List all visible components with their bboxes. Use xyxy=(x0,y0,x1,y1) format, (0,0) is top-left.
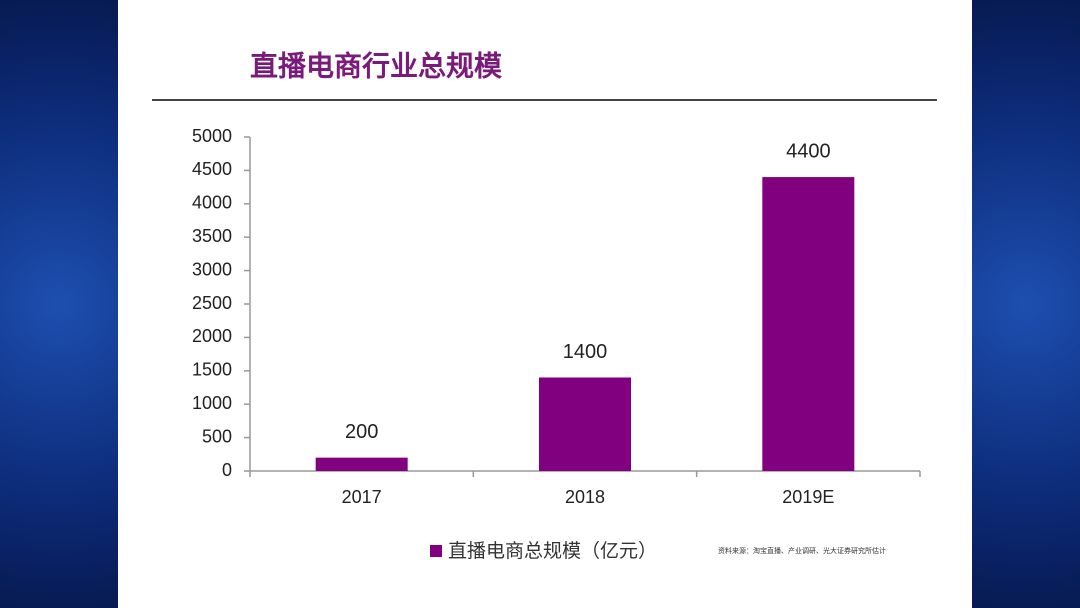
left-panel xyxy=(0,0,118,608)
x-tick-label: 2017 xyxy=(342,487,382,507)
y-tick-label: 1000 xyxy=(192,393,232,413)
bar xyxy=(539,377,631,471)
bar xyxy=(315,457,408,471)
bar xyxy=(762,177,855,471)
y-tick-label: 500 xyxy=(202,426,232,446)
legend-swatch xyxy=(430,545,442,557)
y-tick-label: 0 xyxy=(222,460,232,480)
source-note: 资料来源：淘宝直播、产业调研、光大证券研究所估计 xyxy=(718,546,886,555)
value-label: 4400 xyxy=(786,140,831,162)
value-label: 1400 xyxy=(563,341,608,363)
y-tick-label: 4500 xyxy=(192,159,232,179)
y-tick-label: 4000 xyxy=(192,193,232,213)
right-panel xyxy=(972,0,1080,608)
y-tick-label: 2500 xyxy=(192,293,232,313)
chart-title: 直播电商行业总规模 xyxy=(250,49,503,81)
x-tick-label: 2018 xyxy=(565,487,605,507)
y-tick-label: 1500 xyxy=(192,360,232,380)
x-tick-label: 2019E xyxy=(782,487,834,507)
y-tick-label: 3500 xyxy=(192,226,232,246)
legend-label: 直播电商总规模（亿元） xyxy=(448,540,657,562)
y-tick-label: 2000 xyxy=(192,326,232,346)
y-tick-label: 5000 xyxy=(192,126,232,146)
y-tick-label: 3000 xyxy=(192,259,232,279)
value-label: 200 xyxy=(345,421,378,443)
